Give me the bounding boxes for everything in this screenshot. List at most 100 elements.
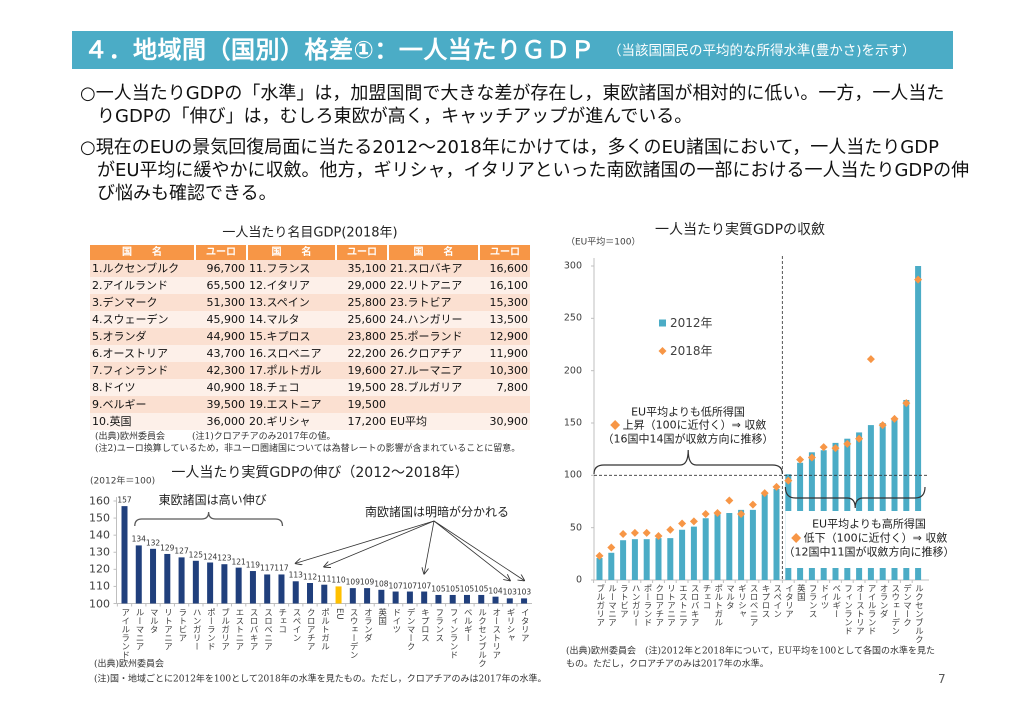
euro-value-cell: 17,200 <box>336 413 388 430</box>
diamond-marker <box>689 517 698 526</box>
bar <box>702 518 709 580</box>
diamond-marker <box>831 444 840 453</box>
diamond-marker <box>866 355 875 364</box>
x-tick-label: ルクセンブルク <box>913 584 924 644</box>
diamond-marker <box>725 496 734 505</box>
footnote: (出典)欧州委員会 <box>94 659 165 670</box>
data-label: 112 <box>302 572 318 582</box>
euro-value-cell: 25,600 <box>336 311 388 328</box>
y-tick-label: 100 <box>89 597 110 610</box>
x-tick-label: マルタ <box>724 584 735 610</box>
x-tick-label: ドイツ <box>390 608 401 634</box>
country-name-cell: 22.リトアニア <box>388 277 479 294</box>
euro-value-cell: 35,100 <box>336 260 388 277</box>
bar <box>207 562 214 604</box>
annotation-label: 南欧諸国は明暗が分かれる <box>364 505 510 519</box>
bullet-line: がEU平均に緩やかに収斂。他方，ギリシャ，イタリアといった南欧諸国の一部における… <box>97 160 970 181</box>
euro-value-cell: 96,700 <box>195 260 247 277</box>
annotation-background <box>785 511 929 568</box>
y-tick-label: 140 <box>89 528 110 542</box>
country-name-cell: 27.ルーマニア <box>388 362 479 379</box>
y-tick-label: 50 <box>569 521 582 533</box>
bar <box>478 594 485 604</box>
country-name-cell: 28.ブルガリア <box>388 379 479 396</box>
table-source-note: (出典)欧州委員会 (注1)クロアチアのみ2017年の値。 <box>95 432 336 442</box>
x-tick-label: ポーランド <box>641 584 652 627</box>
country-name-cell <box>388 396 479 413</box>
y-axis-unit-label: （EU平均＝100） <box>566 237 641 248</box>
page-number: 7 <box>938 672 946 686</box>
legend-swatch-2018 <box>658 347 667 355</box>
bar <box>679 529 686 580</box>
x-tick-label: イタリア <box>783 584 794 618</box>
euro-value-cell: 25,800 <box>336 294 388 311</box>
x-tick-label: チェコ <box>700 584 711 610</box>
country-name-cell: 25.ポーランド <box>388 328 479 345</box>
x-tick-label: ブルガリア <box>219 608 230 651</box>
column-header-country: 国 名 <box>387 245 479 260</box>
data-label: 105 <box>474 584 489 594</box>
data-label: 127 <box>174 546 189 556</box>
data-label: 125 <box>188 550 204 560</box>
euro-value-cell: 23,800 <box>336 328 388 345</box>
diamond-marker <box>642 528 651 537</box>
x-tick-label: スウェーデン <box>889 584 900 635</box>
brace <box>134 511 284 527</box>
y-tick-label: 110 <box>89 579 110 593</box>
x-tick-label: ドイツ <box>818 584 829 610</box>
euro-value-cell: 29,000 <box>336 277 388 294</box>
x-tick-label: フランス <box>433 608 444 642</box>
arrow <box>324 520 435 567</box>
bar <box>164 553 171 604</box>
euro-value-cell: 19,500 <box>336 379 388 396</box>
y-tick-label: 130 <box>89 545 110 559</box>
table-header-row: 国 名 ユーロ 国 名 ユーロ 国 名 ユーロ <box>90 245 530 260</box>
diamond-marker <box>737 510 746 519</box>
x-tick-label: スロベニア <box>262 608 273 651</box>
bar <box>150 548 157 604</box>
diamond-marker <box>713 509 722 518</box>
arrow <box>433 520 524 580</box>
data-label: 104 <box>488 586 503 596</box>
column-header-euro: ユーロ <box>478 245 530 260</box>
euro-value-cell: 36,000 <box>195 413 247 430</box>
data-label: 119 <box>245 560 261 570</box>
data-label: 113 <box>288 570 303 580</box>
data-label: 105 <box>431 584 446 594</box>
diamond-marker <box>855 434 864 443</box>
euro-value-cell: 39,500 <box>195 396 247 413</box>
data-label: 107 <box>388 581 403 591</box>
diamond-marker <box>748 500 757 509</box>
data-label: 132 <box>145 538 161 548</box>
table-body: 1.ルクセンブルク 96,700 11.フランス 35,100 21.スロバキア 16,6… <box>90 260 530 430</box>
country-name-cell: 5.オランダ <box>90 328 195 345</box>
group-title: EU平均よりも低所得国 <box>631 405 745 419</box>
x-tick-label: ラトビア <box>176 608 187 642</box>
brace <box>784 486 926 509</box>
country-name-cell: 16.スロベニア <box>247 345 336 362</box>
diamond-marker <box>595 551 604 560</box>
arrow <box>296 520 435 563</box>
data-label: 108 <box>374 579 389 589</box>
x-tick-label: マルタ <box>148 608 159 634</box>
data-label: 117 <box>274 563 289 573</box>
diamond-marker <box>902 399 911 408</box>
bullet-line: ○一人当たりGDPの「水準」は，加盟国間で大きな差が存在し，東欧諸国が相対的に低… <box>80 83 945 104</box>
x-tick-label: フィンランド <box>447 608 458 659</box>
annotation-label: 東欧諸国は高い伸び <box>158 493 267 507</box>
data-label: 134 <box>131 534 146 544</box>
country-name-cell: 23.ラトビア <box>388 294 479 311</box>
arrow <box>433 520 510 580</box>
legend-label: 2012年 <box>670 316 713 330</box>
diamond-marker <box>819 443 828 452</box>
diamond-marker <box>890 414 899 423</box>
euro-value-cell: 19,600 <box>336 362 388 379</box>
y-tick-label: 150 <box>563 417 582 429</box>
table-title: 一人当たり名目GDP(2018年) <box>222 225 398 241</box>
x-tick-label: エストニア <box>233 608 244 651</box>
x-tick-label: スペイン <box>771 584 782 618</box>
trend-text: 低下（100に近付く）⇒ 収斂 <box>803 531 948 545</box>
y-tick-label: 150 <box>89 511 110 525</box>
x-tick-label: ルクセンブルク <box>476 608 487 668</box>
euro-value-cell: 12,900 <box>479 328 530 345</box>
